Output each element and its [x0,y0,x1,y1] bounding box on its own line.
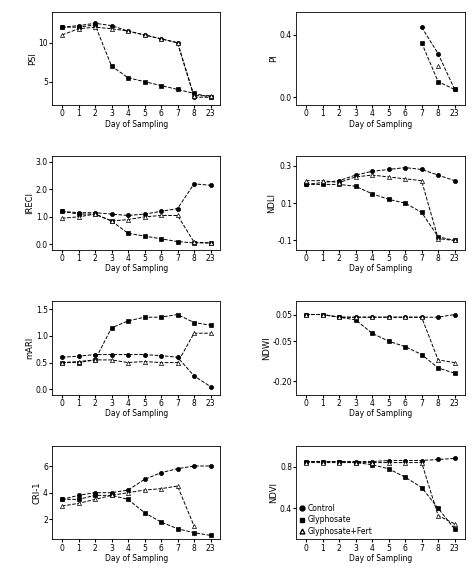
X-axis label: Day of Sampling: Day of Sampling [105,264,168,273]
X-axis label: Day of Sampling: Day of Sampling [105,119,168,129]
Y-axis label: PSI: PSI [28,52,37,65]
Y-axis label: IRECI: IRECI [26,192,35,214]
X-axis label: Day of Sampling: Day of Sampling [105,409,168,418]
Legend: Control, Glyphosate, Glyphosate+Fert: Control, Glyphosate, Glyphosate+Fert [300,504,373,535]
Y-axis label: NDVI: NDVI [270,482,279,503]
X-axis label: Day of Sampling: Day of Sampling [105,554,168,563]
X-axis label: Day of Sampling: Day of Sampling [349,264,412,273]
Y-axis label: mARI: mARI [26,337,35,359]
Y-axis label: CRI-1: CRI-1 [33,481,42,504]
Y-axis label: PI: PI [270,55,279,62]
Y-axis label: NDWI: NDWI [262,336,271,360]
X-axis label: Day of Sampling: Day of Sampling [349,409,412,418]
X-axis label: Day of Sampling: Day of Sampling [349,119,412,129]
Y-axis label: NDLI: NDLI [267,193,276,213]
X-axis label: Day of Sampling: Day of Sampling [349,554,412,563]
